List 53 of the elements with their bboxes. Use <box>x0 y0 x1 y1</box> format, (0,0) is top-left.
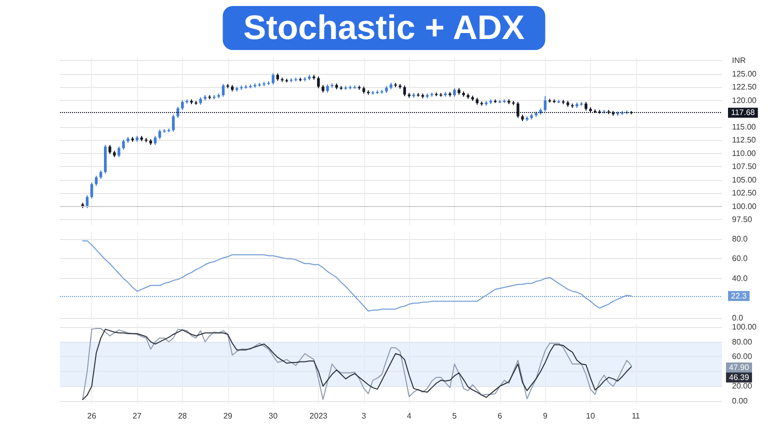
y-tick-label: 40.0 <box>732 274 748 283</box>
x-tick-label: 2023 <box>310 412 328 420</box>
x-tick-label: 6 <box>498 412 503 420</box>
x-tick-label: 11 <box>632 412 641 420</box>
y-tick-label: 112.50 <box>732 136 756 145</box>
candlestick <box>108 144 112 154</box>
ref-line-label: 117.68 <box>731 108 756 118</box>
y-tick-label: 0.00 <box>732 396 748 406</box>
text: 46.39 <box>729 373 750 382</box>
candlestick <box>158 129 162 140</box>
y-tick-label: 100.00 <box>732 202 758 211</box>
y-tick-label: 115.00 <box>732 122 756 132</box>
y-tick-label: 102.50 <box>732 188 758 198</box>
x-tick-label: 27 <box>132 412 142 420</box>
x-tick-label: 26 <box>87 412 97 420</box>
candlestick <box>544 96 547 112</box>
x-tick-label: 5 <box>452 412 458 420</box>
candlestick <box>118 146 120 158</box>
y-tick-label: 60.0 <box>732 254 748 264</box>
y-tick-label: 105.00 <box>732 175 758 184</box>
x-tick-label: 10 <box>586 412 596 420</box>
chart-title: Stochastic + ADX <box>243 9 525 47</box>
y-tick-label: 97.50 <box>732 215 753 224</box>
candlestick <box>317 76 320 89</box>
y-tick-label: 125.00 <box>732 69 758 78</box>
y-tick-label: 60.00 <box>732 352 753 362</box>
y-tick-label: INR <box>732 56 746 66</box>
y-tick-label: 120.00 <box>732 96 758 105</box>
candlestick <box>172 114 175 132</box>
y-tick-label: 80.0 <box>732 234 748 244</box>
candlestick <box>122 139 125 150</box>
candlestick <box>90 182 94 199</box>
y-tick-label: 20.00 <box>732 382 753 391</box>
y-tick-label: 0.0 <box>732 314 744 322</box>
x-tick-label: 4 <box>406 412 412 420</box>
x-tick-label: 29 <box>223 412 233 420</box>
candlestick <box>176 106 180 118</box>
x-tick-label: 9 <box>542 412 548 420</box>
candlestick <box>154 135 157 146</box>
candlestick <box>272 72 274 86</box>
x-tick-label: 28 <box>178 412 188 420</box>
candlestick <box>222 83 225 98</box>
ref-line-label: 22.3 <box>731 291 748 300</box>
candlestick <box>403 85 406 97</box>
y-tick-label: 110.00 <box>732 148 756 158</box>
y-tick-label: 107.50 <box>732 162 758 172</box>
text: 47.90 <box>729 363 750 372</box>
candlestick <box>181 100 184 110</box>
y-tick-label: 100.00 <box>732 322 758 332</box>
y-tick-label: 122.50 <box>732 82 758 92</box>
x-tick-label: 3 <box>362 412 367 420</box>
y-tick-label: 80.00 <box>732 337 753 346</box>
x-tick-label: 30 <box>268 412 278 420</box>
